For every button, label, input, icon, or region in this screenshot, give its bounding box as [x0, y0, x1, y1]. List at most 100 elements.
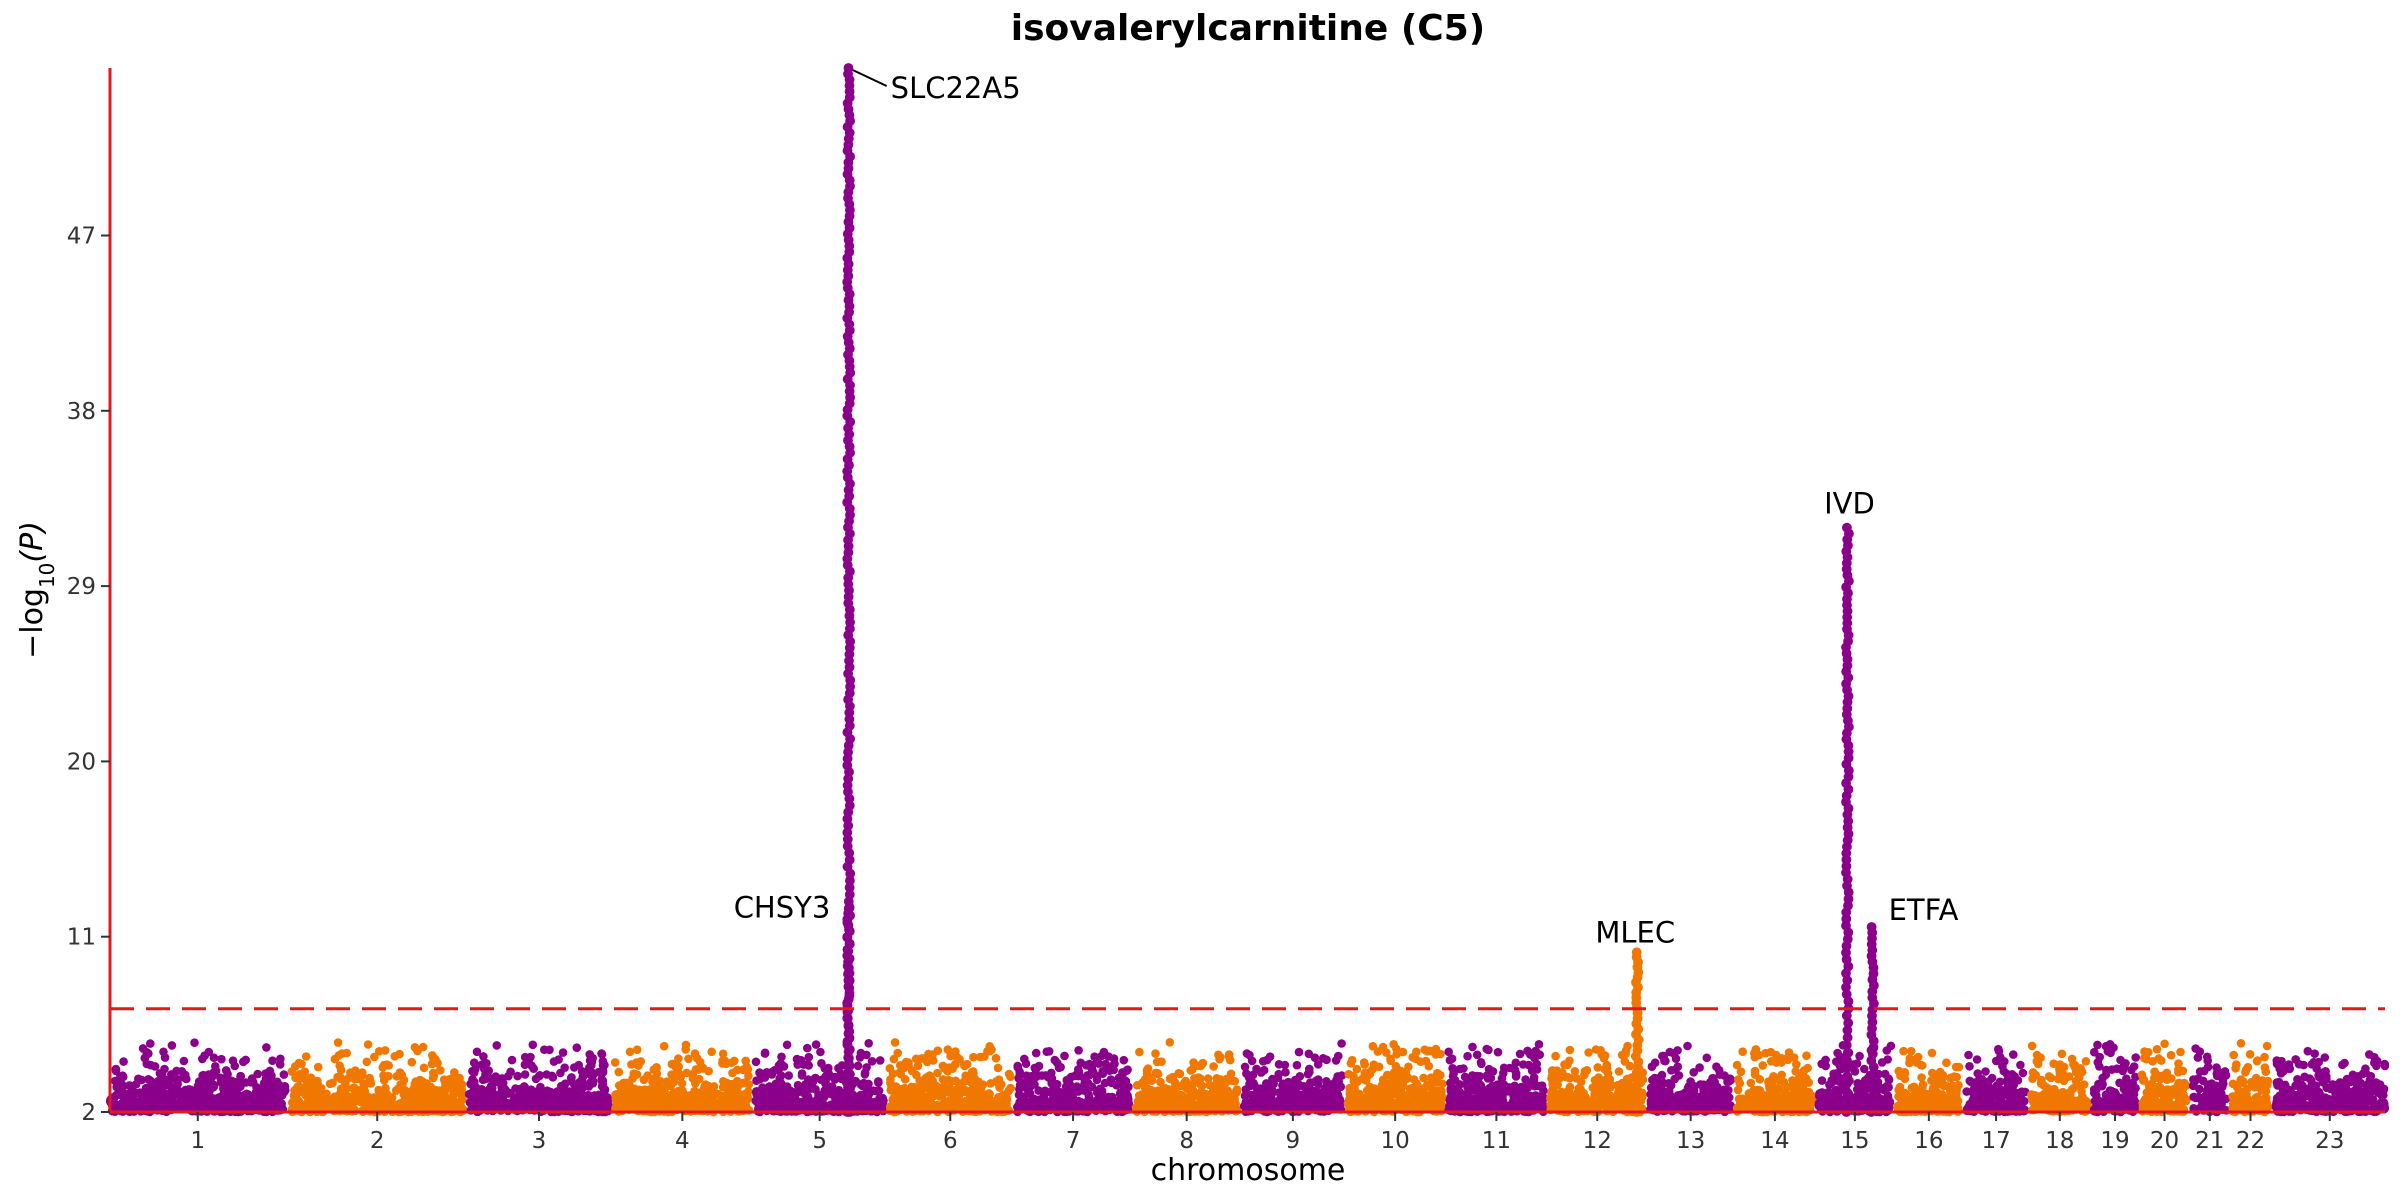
- snp-point: [1388, 1098, 1397, 1107]
- snp-point: [665, 1098, 674, 1108]
- snp-point: [914, 1084, 924, 1093]
- snp-point: [313, 1062, 323, 1072]
- snp-point: [997, 1080, 1006, 1089]
- snp-point: [639, 1075, 649, 1085]
- snp-point: [1214, 1050, 1223, 1060]
- snp-point: [1072, 1082, 1082, 1091]
- snp-point: [428, 1094, 438, 1104]
- snp-point: [1549, 1100, 1558, 1110]
- snp-point: [966, 1075, 975, 1084]
- snp-point: [629, 1069, 639, 1078]
- snp-point: [657, 1087, 666, 1096]
- snp-point: [802, 1090, 811, 1099]
- chromosome-9-points: [1239, 1039, 1346, 1117]
- snp-point: [820, 1064, 830, 1073]
- snp-point: [1050, 1055, 1060, 1065]
- snp-point: [134, 1074, 143, 1084]
- snp-point: [1498, 1096, 1508, 1106]
- chromosome-5-points: [751, 1039, 888, 1117]
- snp-point: [1209, 1086, 1218, 1095]
- snp-point: [979, 1094, 988, 1103]
- snp-point: [458, 1095, 467, 1104]
- snp-point: [295, 1070, 304, 1079]
- snp-point: [1574, 1084, 1583, 1093]
- snp-point: [1014, 1090, 1024, 1100]
- snp-point: [492, 1041, 502, 1050]
- snp-point: [1484, 1045, 1493, 1055]
- snp-point: [572, 1043, 582, 1052]
- snp-point: [274, 1093, 284, 1102]
- snp-point: [1256, 1068, 1266, 1077]
- snp-point: [1549, 1068, 1558, 1077]
- snp-point: [275, 1060, 285, 1069]
- snp-point: [764, 1097, 773, 1107]
- snp-point: [922, 1093, 932, 1102]
- snp-point: [139, 1091, 148, 1100]
- snp-point: [265, 1066, 275, 1076]
- snp-point: [1275, 1097, 1284, 1106]
- snp-point: [1699, 1080, 1708, 1089]
- snp-point: [1398, 1047, 1408, 1057]
- snp-point: [1021, 1059, 1031, 1068]
- snp-point: [1085, 1100, 1095, 1110]
- snp-point: [301, 1052, 311, 1061]
- snp-point: [1337, 1039, 1346, 1048]
- snp-point: [449, 1088, 459, 1097]
- snp-point: [1515, 1049, 1525, 1059]
- snp-point: [585, 1050, 594, 1059]
- snp-point: [211, 1097, 220, 1106]
- snp-point: [955, 1087, 965, 1097]
- snp-point: [566, 1074, 576, 1083]
- snp-point: [590, 1091, 599, 1100]
- snp-point: [1331, 1056, 1341, 1065]
- snp-point: [1593, 1063, 1603, 1072]
- snp-point: [1493, 1047, 1503, 1057]
- snp-point: [875, 1056, 885, 1065]
- snp-point: [1356, 1092, 1366, 1102]
- snp-point: [171, 1082, 181, 1091]
- snp-point: [1109, 1054, 1119, 1063]
- snp-point: [760, 1048, 770, 1058]
- snp-point: [381, 1083, 390, 1093]
- snp-point: [472, 1047, 482, 1057]
- snp-point: [468, 1076, 478, 1085]
- snp-point: [111, 1064, 121, 1074]
- snp-point: [1614, 1067, 1624, 1076]
- snp-point: [362, 1095, 372, 1104]
- snp-point: [886, 1102, 895, 1112]
- snp-point: [590, 1101, 599, 1110]
- snp-point: [1229, 1091, 1238, 1101]
- snp-point: [1345, 1087, 1355, 1096]
- snp-point: [1489, 1103, 1498, 1112]
- snp-point: [1433, 1077, 1442, 1087]
- snp-point: [416, 1101, 425, 1110]
- snp-point: [951, 1059, 960, 1069]
- snp-point: [1165, 1101, 1174, 1111]
- snp-point: [758, 1083, 767, 1092]
- snp-point: [943, 1097, 953, 1106]
- snp-point: [1436, 1049, 1445, 1059]
- snp-point: [1134, 1097, 1144, 1106]
- chromosome-3-points: [464, 1040, 613, 1117]
- snp-point: [1297, 1097, 1307, 1106]
- snp-point: [241, 1055, 250, 1065]
- snp-point: [429, 1054, 438, 1064]
- snp-point: [1446, 1078, 1455, 1088]
- snp-point: [1673, 1046, 1682, 1055]
- snp-point: [1352, 1064, 1362, 1074]
- snp-point: [1004, 1069, 1014, 1079]
- snp-point: [1468, 1042, 1477, 1052]
- snp-point: [986, 1079, 995, 1088]
- snp-point: [985, 1046, 995, 1056]
- snp-point: [855, 1053, 865, 1062]
- snp-point: [1173, 1090, 1183, 1099]
- snp-point: [1333, 1072, 1342, 1081]
- snp-point: [826, 1082, 836, 1092]
- snp-point: [1517, 1082, 1526, 1092]
- snp-point: [423, 1084, 433, 1094]
- snp-point: [1424, 1061, 1434, 1071]
- snp-point: [684, 1054, 693, 1064]
- snp-point: [705, 1101, 714, 1111]
- snp-point: [1529, 1073, 1539, 1082]
